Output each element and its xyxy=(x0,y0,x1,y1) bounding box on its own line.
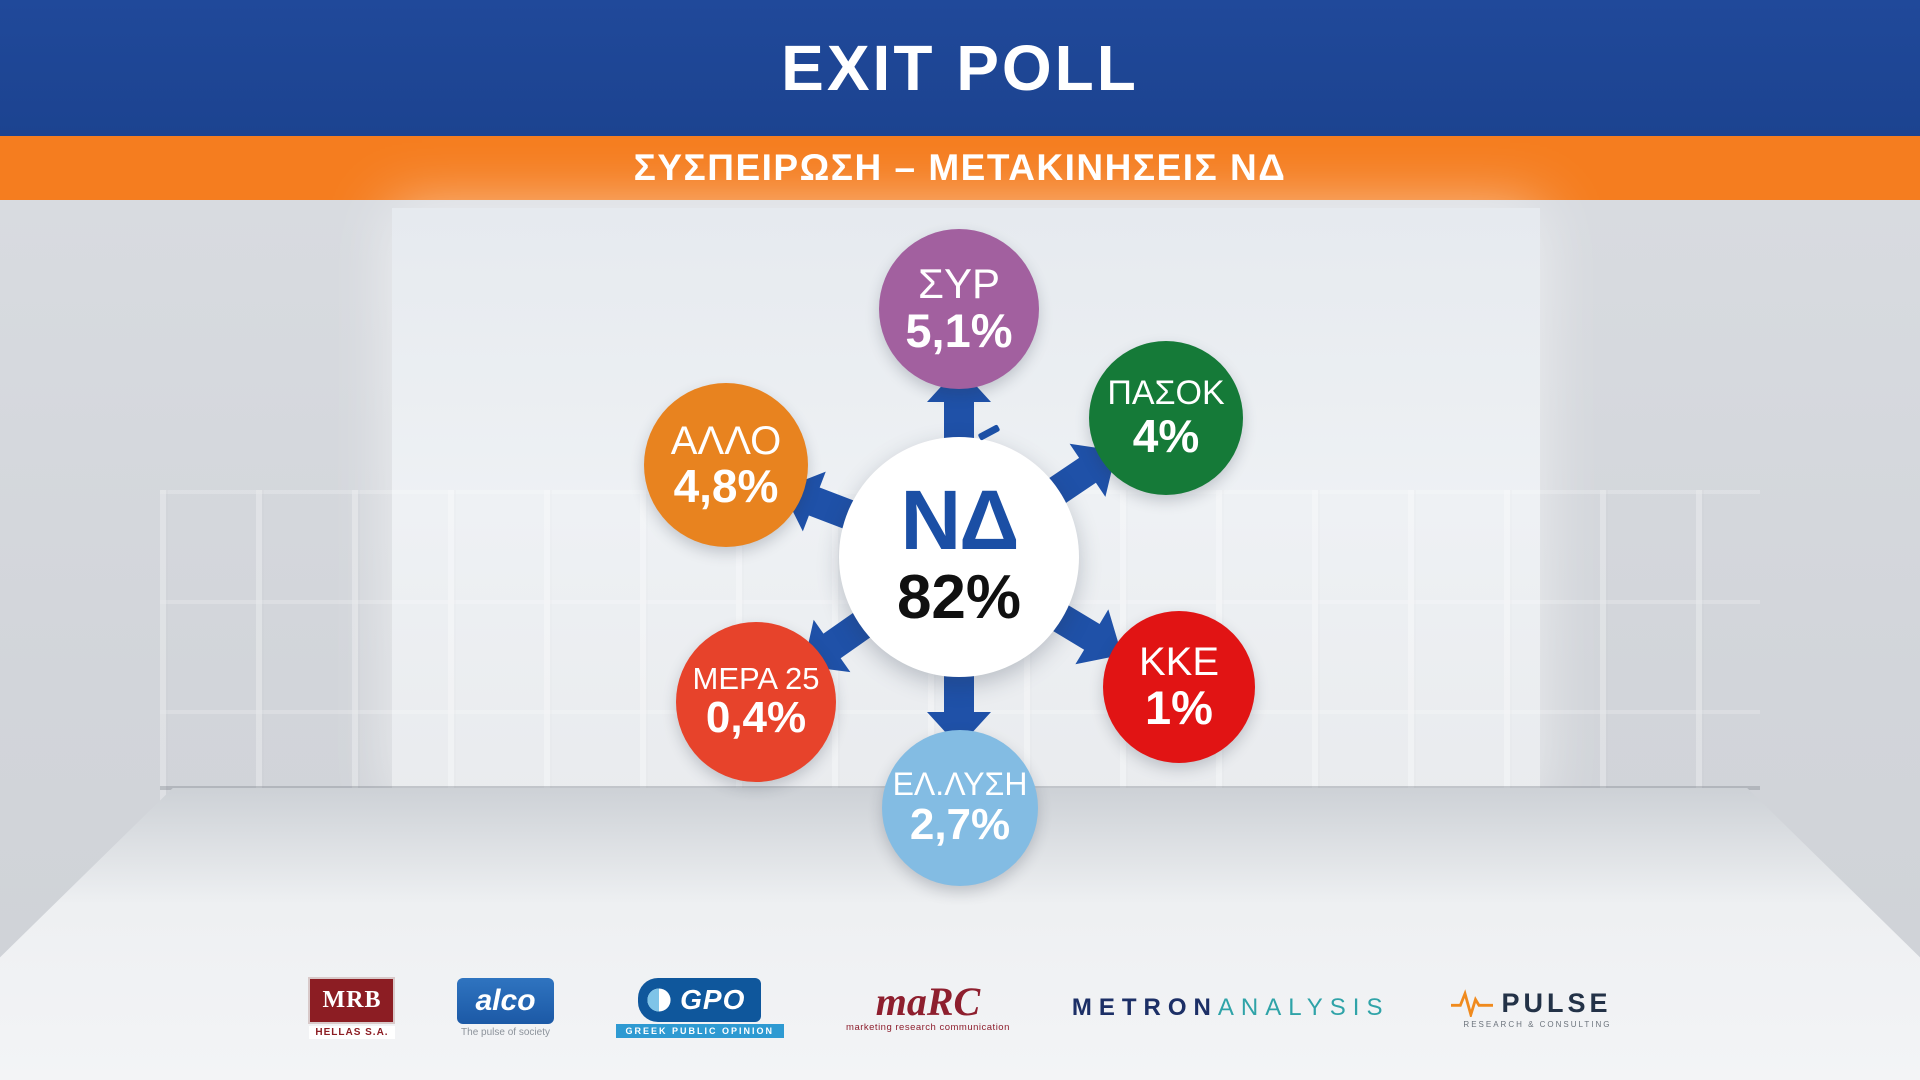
logo-mrb: MRB HELLAS S.A. xyxy=(308,977,396,1039)
satellite-party-label: ΠΑΣΟΚ xyxy=(1107,374,1225,412)
logo-gpo: GPO GREEK PUBLIC OPINION xyxy=(615,978,785,1038)
pulse-logo-text: PULSE xyxy=(1501,987,1612,1018)
marc-logo-subtext: marketing research communication xyxy=(846,1021,1010,1033)
satellite-value: 2,7% xyxy=(909,799,1011,849)
satellite-value: 4% xyxy=(1132,409,1200,462)
satellite-party-label: ΑΛΛΟ xyxy=(670,418,782,463)
marc-logo-text: maRC xyxy=(875,978,981,1024)
satellite-value: 0,4% xyxy=(705,693,807,743)
mrb-logo-text: MRB xyxy=(308,977,396,1024)
gpo-globe-icon xyxy=(647,988,671,1012)
satellite-syr: ΣΥΡ 5,1% xyxy=(879,229,1039,389)
alco-logo-text: alco xyxy=(457,978,554,1024)
satellite-mera25: ΜΕΡΑ 25 0,4% xyxy=(676,622,836,782)
logo-marc: maRC marketing research communication xyxy=(846,978,1010,1033)
satellite-party-label: ΣΥΡ xyxy=(918,260,1000,308)
nd-center-circle: ΝΔ 82% xyxy=(839,424,1079,677)
logo-pulse: PULSE RESEARCH & CONSULTING xyxy=(1451,988,1611,1029)
page-subtitle: ΣΥΣΠΕΙΡΩΣΗ – ΜΕΤΑΚΙΝΗΣΕΙΣ ΝΔ xyxy=(633,147,1287,188)
metron-logo-text: METRON xyxy=(1071,994,1218,1021)
analysis-logo-text: ANALYSIS xyxy=(1217,994,1390,1021)
satellite-ellysi: ΕΛ.ΛΥΣΗ 2,7% xyxy=(882,730,1038,886)
satellite-party-label: ΕΛ.ΛΥΣΗ xyxy=(892,766,1028,803)
gpo-logo-text: GPO xyxy=(680,984,746,1015)
arrow-to-syr-icon xyxy=(927,367,991,457)
pulse-waveform-icon xyxy=(1451,989,1494,1017)
satellite-value: 5,1% xyxy=(905,304,1013,358)
satellite-party-label: ΚΚΕ xyxy=(1138,640,1220,685)
satellite-party-label: ΜΕΡΑ 25 xyxy=(692,660,820,696)
satellite-value: 4,8% xyxy=(673,459,779,512)
pollster-logos: MRB HELLAS S.A. alco The pulse of societ… xyxy=(0,956,1920,1060)
subtitle-bar: ΣΥΣΠΕΙΡΩΣΗ – ΜΕΤΑΚΙΝΗΣΕΙΣ ΝΔ xyxy=(0,136,1920,200)
page-title: EXIT POLL xyxy=(781,32,1139,104)
pulse-logo-subtext: RESEARCH & CONSULTING xyxy=(1463,1019,1612,1029)
mrb-logo-subtext: HELLAS S.A. xyxy=(309,1026,395,1039)
logo-alco: alco The pulse of society xyxy=(457,978,554,1038)
arrow-to-ellysi-icon xyxy=(927,657,991,747)
satellite-allo: ΑΛΛΟ 4,8% xyxy=(644,383,808,547)
title-bar: EXIT POLL xyxy=(0,0,1920,136)
logo-metron-analysis: METRONANALYSIS xyxy=(1072,994,1390,1022)
vote-flow-diagram: ΝΔ 82% ΣΥΡ 5,1% ΠΑΣΟΚ 4% ΚΚΕ 1% ΕΛ.ΛΥΣΗ … xyxy=(499,197,1419,957)
stage-area: ΝΔ 82% ΣΥΡ 5,1% ΠΑΣΟΚ 4% ΚΚΕ 1% ΕΛ.ΛΥΣΗ … xyxy=(0,200,1920,1080)
nd-retention-value: 82% xyxy=(896,563,1022,633)
satellite-pasok: ΠΑΣΟΚ 4% xyxy=(1089,341,1243,495)
gpo-logo-subtext: GREEK PUBLIC OPINION xyxy=(615,1024,785,1038)
satellite-kke: ΚΚΕ 1% xyxy=(1103,611,1255,763)
nd-party-logo: ΝΔ xyxy=(900,472,1019,567)
alco-logo-subtext: The pulse of society xyxy=(461,1027,550,1038)
satellite-value: 1% xyxy=(1145,681,1213,735)
